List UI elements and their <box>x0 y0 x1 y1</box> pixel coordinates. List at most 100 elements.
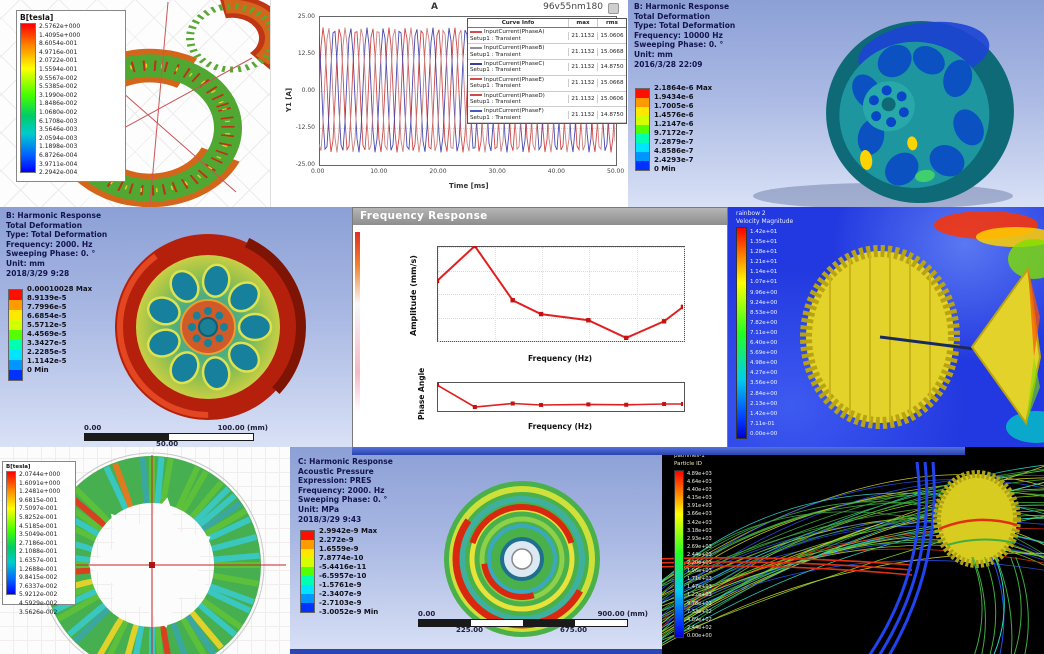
legend-value: 1.0680e-002 <box>39 108 78 116</box>
x-axis-label: Time [ms] <box>449 182 489 190</box>
info-line: 2018/3/29 9:28 <box>6 268 70 278</box>
panel-frequency-response: Frequency Response Amplitude (mm/s) Freq… <box>352 207 728 455</box>
legend-value: 3.66e+03 <box>687 511 712 518</box>
legend-value: 1.35e+01 <box>750 239 778 246</box>
bfield-legend: B[tesla] 2.5762e+000 1.4095e+000 8.6054e-0… <box>16 10 126 182</box>
model-label: 96v55nm180 <box>543 2 603 12</box>
velocity-legend: rainbow 2 Velocity Magnitude 1.42e+01 1.3… <box>736 210 793 439</box>
panel-current-plot: A 96v55nm180 Y1 [A] Time [ms] 25.00 12.50… <box>270 0 629 207</box>
legend-value: 0.00e+00 <box>687 632 712 639</box>
info-line: Sweeping Phase: 0. ° <box>6 249 96 259</box>
clipped-legend-sliver <box>355 232 360 412</box>
legend-value: 9.24e+00 <box>750 299 778 306</box>
legend-title-line1: pathlines-1 <box>674 453 705 459</box>
legend-value: 1.2688e-001 <box>19 565 58 573</box>
legend-value: 2.272e-9 <box>319 536 354 544</box>
legend-value: 7.6337e-002 <box>19 582 58 590</box>
legend-value: 2.5762e+000 <box>39 23 81 30</box>
color-scale-bar <box>20 23 36 173</box>
info-line: Frequency: 2000. Hz <box>6 239 93 249</box>
panel-maxwell-stator: B[tesla] 2.5762e+000 1.4095e+000 8.6054e-0… <box>0 0 270 207</box>
legend-value: 5.5712e-5 <box>27 321 67 329</box>
legend-value: 2.0594e-003 <box>39 134 78 142</box>
legend-value: 1.07e+01 <box>750 279 778 286</box>
legend-value: 2.84e+00 <box>750 390 778 397</box>
scale-ruler: 0.00 900.00 (mm) 225.00 675.00 <box>418 610 648 634</box>
curve-info-rows: InputCurrent(PhaseA) Setup1 : Transient 21… <box>468 28 626 124</box>
legend-value: 7.33e+02 <box>687 608 712 615</box>
curve-info-row: InputCurrent(PhaseF) Setup1 : Transient 21… <box>468 107 626 124</box>
legend-value: 4.98e+00 <box>750 360 778 367</box>
x-tick: 50.00 <box>607 168 625 175</box>
legend-value: -1.5761e-9 <box>319 581 362 589</box>
info-line: Acoustic Pressure <box>298 466 374 476</box>
legend-value: 0 Min <box>654 165 676 173</box>
legend-value: 1.21e+01 <box>750 259 778 266</box>
legend-value: 3.42e+03 <box>687 519 712 526</box>
legend-title-line2: Particle ID <box>674 460 702 467</box>
color-scale-bar <box>736 227 747 439</box>
legend-value: 1.14e+01 <box>750 269 778 276</box>
curve-name: InputCurrent(PhaseD) <box>484 92 545 99</box>
y-tick: 12.50 <box>297 50 315 57</box>
legend-value: 8.9139e-5 <box>27 294 67 302</box>
legend-value: 5.69e+00 <box>750 350 778 357</box>
legend-value: 1.47e+03 <box>687 584 712 591</box>
curve-info-row: InputCurrent(PhaseB) Setup1 : Transient 21… <box>468 44 626 61</box>
y-axis-label: Y1 [A] <box>285 87 294 113</box>
curve-rms: 14.8750 <box>597 110 626 119</box>
legend-value: 2.13e+00 <box>750 400 778 407</box>
header-max: max <box>568 19 597 28</box>
legend-value: 2.2285e-5 <box>27 348 67 356</box>
legend-value: 4.27e+00 <box>750 370 778 377</box>
panel-acoustic-pressure: C: Harmonic Response Acoustic Pressure Exp… <box>290 447 662 654</box>
frequency-response-window: Frequency Response Amplitude (mm/s) Freq… <box>352 207 728 455</box>
legend-value: 1.2481e+000 <box>19 488 61 496</box>
legend-value: 2.2942e-004 <box>39 169 78 177</box>
amplitude-curve <box>437 246 683 340</box>
phase-axis-label: Phase Angle <box>417 367 426 420</box>
info-line: Type: Total Deformation <box>634 21 736 31</box>
ruler-min: 0.00 <box>418 610 436 618</box>
legend-value: 2.69e+03 <box>687 543 712 550</box>
legend-value: 1.96e+03 <box>687 568 712 575</box>
legend-value: 0.00010028 Max <box>27 285 93 293</box>
legend-value: 1.42e+01 <box>750 229 778 235</box>
legend-value: 2.0722e-001 <box>39 57 78 65</box>
curve-setup: Setup1 : Transient <box>470 67 521 74</box>
plot-note-icon[interactable] <box>608 3 619 14</box>
legend-value: 4.8586e-7 <box>654 147 694 155</box>
wheel-front-view <box>110 229 306 425</box>
legend-value: 2.9942e-9 Max <box>319 527 378 535</box>
legend-value: 9.78e+02 <box>687 600 712 607</box>
curve-max: 21.1132 <box>568 31 597 40</box>
curve-swatch-icon <box>470 30 482 33</box>
legend-value: -2.7103e-9 <box>319 599 362 607</box>
result-info: C: Harmonic Response Acoustic Pressure Exp… <box>298 457 393 524</box>
legend-values: 0.00010028 Max 8.9139e-5 7.7996e-5 6.6854e-… <box>27 285 92 381</box>
legend-value: 9.7172e-7 <box>654 129 694 137</box>
curve-max: 21.1132 <box>568 47 597 56</box>
result-info: B: Harmonic Response Total Deformation Typ… <box>6 211 107 278</box>
legend-value: 8.6054e-001 <box>39 40 78 48</box>
color-scale-bar <box>6 471 16 595</box>
curve-setup: Setup1 : Transient <box>470 99 521 106</box>
legend-value: 2.20e+03 <box>687 560 712 567</box>
legend-value: 5.8252e-001 <box>19 513 58 521</box>
info-line: Sweeping Phase: 0. ° <box>634 40 724 50</box>
legend-title-line2: Velocity Magnitude <box>736 217 794 225</box>
curve-info-legend: Curve Info max rms InputCurrent(PhaseA) S… <box>467 18 627 125</box>
curve-max: 21.1132 <box>568 95 597 104</box>
info-line: B: Harmonic Response <box>634 2 730 11</box>
legend-value: 1.71e+03 <box>687 576 712 583</box>
header-rms: rms <box>597 19 626 28</box>
phase-curve <box>437 383 683 409</box>
legend-value: 9.6815e-001 <box>19 496 58 504</box>
info-line: Total Deformation <box>634 11 711 21</box>
window-title-bar[interactable]: Frequency Response <box>353 208 727 225</box>
ruler-min: 0.00 <box>84 424 102 432</box>
amplitude-x-label: Frequency (Hz) <box>527 354 593 363</box>
plot-title: A <box>431 2 438 12</box>
bfield-legend: B[tesla] 2.0744e+000 1.6091e+000 1.2481e+0… <box>2 461 76 616</box>
legend-value: 1.4095e+000 <box>39 31 81 39</box>
